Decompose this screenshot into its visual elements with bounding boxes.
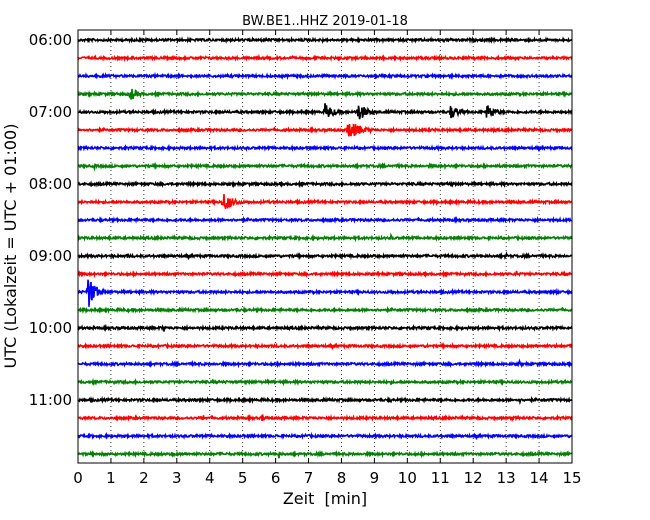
trace-1015	[77, 341, 573, 351]
x-tick-label: 8	[337, 469, 347, 487]
trace-1100	[77, 395, 573, 406]
trace-0845	[77, 232, 573, 243]
traces	[77, 35, 573, 459]
trace-0900	[77, 251, 573, 261]
trace-0915	[77, 269, 573, 279]
trace-0730	[77, 143, 573, 153]
plot-frame	[77, 29, 573, 464]
y-tick-label: 11:00	[29, 391, 72, 409]
y-tick-label: 06:00	[29, 31, 72, 49]
x-tick-label: 4	[205, 469, 215, 487]
trace-0830	[77, 215, 573, 225]
x-tick-label: 10	[398, 469, 417, 487]
y-axis-label: UTC (Lokalzeit = UTC + 01:00)	[1, 124, 20, 369]
trace-1115	[77, 413, 573, 423]
trace-1145	[77, 449, 573, 459]
trace-0615	[77, 53, 573, 63]
x-tick-label: 0	[73, 469, 83, 487]
x-tick-label: 3	[172, 469, 182, 487]
trace-1000	[77, 323, 573, 333]
trace-0945	[77, 305, 573, 315]
chart-title: BW.BE1..HHZ 2019-01-18	[242, 14, 408, 29]
trace-0815	[77, 194, 573, 210]
x-tick-label: 7	[304, 469, 314, 487]
trace-0700	[77, 103, 573, 120]
y-tick-label: 10:00	[29, 319, 72, 337]
x-tick-label: 13	[497, 469, 516, 487]
trace-0715	[77, 123, 573, 137]
x-tick-label: 15	[562, 469, 581, 487]
trace-1130	[77, 431, 573, 441]
y-axis-ticks: 06:00 07:00 08:00 09:00 10:00 11:00	[29, 31, 572, 409]
trace-0630	[77, 71, 573, 81]
trace-1045	[77, 377, 573, 387]
y-tick-label: 09:00	[29, 247, 72, 265]
y-tick-label: 07:00	[29, 103, 72, 121]
trace-1030	[77, 358, 573, 369]
trace-0645	[77, 88, 573, 100]
y-tick-label: 08:00	[29, 175, 72, 193]
x-tick-label: 2	[139, 469, 149, 487]
x-tick-label: 5	[238, 469, 248, 487]
trace-0600	[77, 35, 573, 45]
x-tick-label: 1	[106, 469, 116, 487]
x-axis-ticks: 0 1 2 3 4 5 6 7 8 9 10 11 12 13 14 15	[73, 30, 582, 487]
grid-lines	[110, 30, 540, 463]
x-tick-label: 14	[530, 469, 549, 487]
x-tick-label: 6	[271, 469, 281, 487]
x-tick-label: 12	[464, 469, 483, 487]
x-tick-label: 9	[370, 469, 380, 487]
trace-0930	[77, 279, 573, 307]
x-axis-label: Zeit [min]	[283, 489, 367, 508]
trace-0800	[77, 179, 573, 189]
x-tick-label: 11	[431, 469, 450, 487]
trace-0745	[77, 161, 573, 172]
